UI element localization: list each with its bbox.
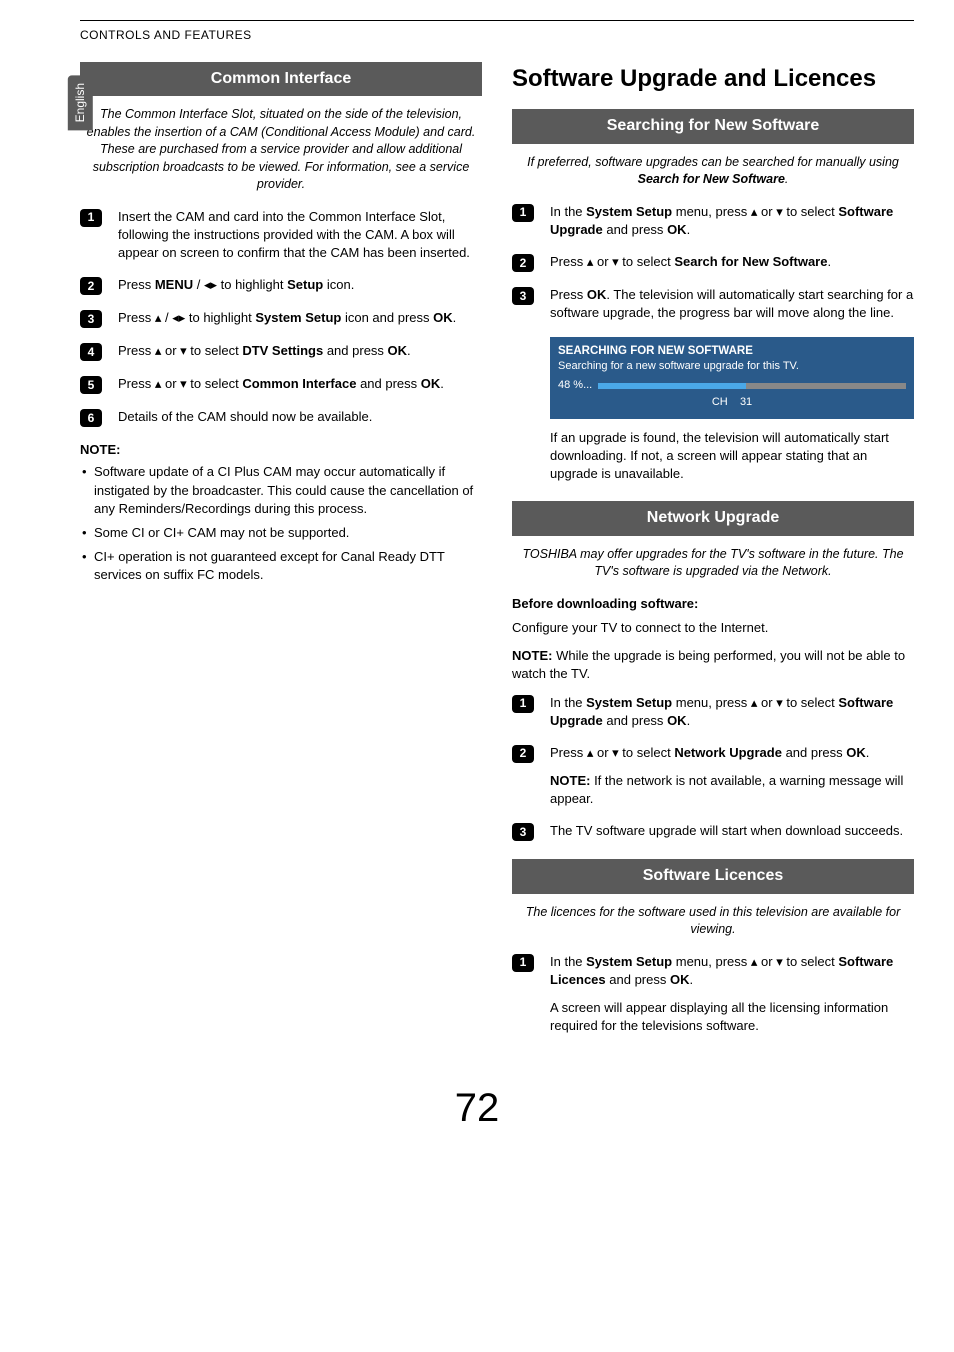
progress-channel: CH 31	[558, 395, 906, 410]
ci-step-6: 6 Details of the CAM should now be avail…	[80, 408, 482, 427]
search-intro: If preferred, software upgrades can be s…	[512, 154, 914, 189]
note-item: CI+ operation is not guaranteed except f…	[80, 548, 482, 584]
step-text: Details of the CAM should now be availab…	[118, 408, 482, 426]
progress-row: 48 %...	[558, 378, 906, 393]
section-search-software: Searching for New Software	[512, 109, 914, 143]
step-text: The TV software upgrade will start when …	[550, 822, 914, 840]
step-text: Press ▴ / ◂▸ to highlight System Setup i…	[118, 309, 482, 327]
search-step-3: 3 Press OK. The television will automati…	[512, 286, 914, 322]
step-text: Press ▴ or ▾ to select DTV Settings and …	[118, 342, 482, 360]
ci-step-1: 1 Insert the CAM and card into the Commo…	[80, 208, 482, 263]
step-badge: 2	[512, 745, 534, 763]
step-badge: 1	[512, 695, 534, 713]
left-column: Common Interface The Common Interface Sl…	[80, 62, 482, 1050]
licences-step-1: 1 In the System Setup menu, press ▴ or ▾…	[512, 953, 914, 1036]
network-step-3: 3 The TV software upgrade will start whe…	[512, 822, 914, 841]
progress-bar	[598, 383, 906, 389]
step-text: Press MENU / ◂▸ to highlight Setup icon.	[118, 276, 482, 294]
step-text: Press ▴ or ▾ to select Search for New So…	[550, 253, 914, 271]
search-step-2: 2 Press ▴ or ▾ to select Search for New …	[512, 253, 914, 272]
search-after-text: If an upgrade is found, the television w…	[550, 429, 914, 484]
ci-intro: The Common Interface Slot, situated on t…	[80, 106, 482, 194]
step-badge: 6	[80, 409, 102, 427]
step-text: In the System Setup menu, press ▴ or ▾ t…	[550, 953, 914, 1036]
step-text: Insert the CAM and card into the Common …	[118, 208, 482, 263]
network-intro: TOSHIBA may offer upgrades for the TV's …	[512, 546, 914, 581]
section-software-licences: Software Licences	[512, 859, 914, 893]
network-note: NOTE: While the upgrade is being perform…	[512, 647, 914, 683]
ci-step-2: 2 Press MENU / ◂▸ to highlight Setup ico…	[80, 276, 482, 295]
step-badge: 1	[512, 204, 534, 222]
note-list: Software update of a CI Plus CAM may occ…	[80, 463, 482, 584]
step-text: Press OK. The television will automatica…	[550, 286, 914, 322]
header-rule	[80, 20, 914, 21]
ci-step-5: 5 Press ▴ or ▾ to select Common Interfac…	[80, 375, 482, 394]
note-item: Some CI or CI+ CAM may not be supported.	[80, 524, 482, 542]
step-badge: 1	[512, 954, 534, 972]
step-badge: 2	[512, 254, 534, 272]
progress-title: SEARCHING FOR NEW SOFTWARE	[558, 343, 906, 359]
note-heading: NOTE:	[80, 441, 482, 459]
step-badge: 3	[80, 310, 102, 328]
step-badge: 2	[80, 277, 102, 295]
ci-step-4: 4 Press ▴ or ▾ to select DTV Settings an…	[80, 342, 482, 361]
step-badge: 1	[80, 209, 102, 227]
page-number: 72	[40, 1080, 914, 1136]
step-text: Press ▴ or ▾ to select Network Upgrade a…	[550, 744, 914, 809]
network-step-1: 1 In the System Setup menu, press ▴ or ▾…	[512, 694, 914, 730]
network-step-2: 2 Press ▴ or ▾ to select Network Upgrade…	[512, 744, 914, 809]
note-item: Software update of a CI Plus CAM may occ…	[80, 463, 482, 518]
step-badge: 4	[80, 343, 102, 361]
step-badge: 3	[512, 823, 534, 841]
before-download-head: Before downloading software:	[512, 595, 914, 613]
software-upgrade-title: Software Upgrade and Licences	[512, 62, 914, 96]
step-text: Press ▴ or ▾ to select Common Interface …	[118, 375, 482, 393]
ci-step-3: 3 Press ▴ / ◂▸ to highlight System Setup…	[80, 309, 482, 328]
progress-subtitle: Searching for a new software upgrade for…	[558, 359, 906, 374]
progress-bar-fill	[598, 383, 746, 389]
progress-percent: 48 %...	[558, 378, 592, 393]
progress-panel: SEARCHING FOR NEW SOFTWARE Searching for…	[550, 337, 914, 419]
language-tab: English	[68, 75, 93, 130]
step-badge: 3	[512, 287, 534, 305]
section-network-upgrade: Network Upgrade	[512, 501, 914, 535]
step-text: In the System Setup menu, press ▴ or ▾ t…	[550, 203, 914, 239]
before-download-text: Configure your TV to connect to the Inte…	[512, 619, 914, 637]
section-common-interface: Common Interface	[80, 62, 482, 96]
step-badge: 5	[80, 376, 102, 394]
search-step-1: 1 In the System Setup menu, press ▴ or ▾…	[512, 203, 914, 239]
right-column: Software Upgrade and Licences Searching …	[512, 62, 914, 1050]
step-text: In the System Setup menu, press ▴ or ▾ t…	[550, 694, 914, 730]
header-section: CONTROLS AND FEATURES	[80, 27, 914, 44]
licences-intro: The licences for the software used in th…	[512, 904, 914, 939]
